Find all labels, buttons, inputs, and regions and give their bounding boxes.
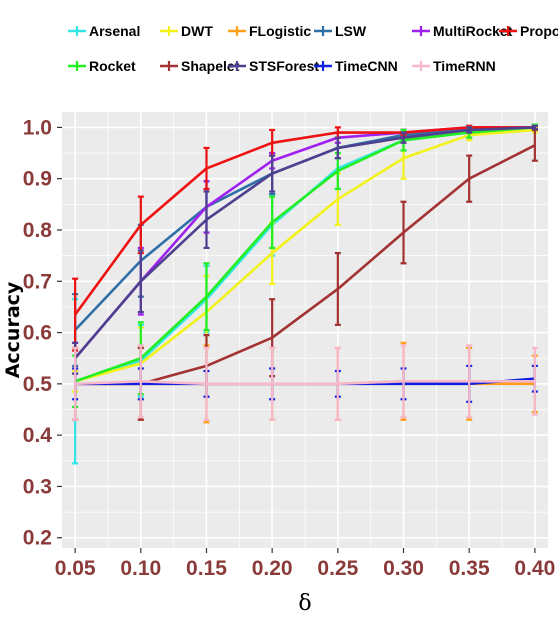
series-stsforest [72,124,538,375]
series-line [74,126,535,383]
series-timernn [72,344,538,421]
error-bar [203,346,210,421]
legend-label: DWT [181,23,213,39]
error-bar [203,190,210,250]
legend-label: Shapelet [181,58,240,74]
legend-item-timecnn: TimeCNN [314,58,398,74]
x-tick-label: 0.15 [186,557,227,580]
legend-label: MultiRocket [433,23,513,39]
y-axis-title: Accuracy [2,281,24,378]
error-bar [269,154,276,193]
y-tick-label: 0.8 [23,219,53,242]
x-tick-label: 0.05 [55,557,96,580]
error-bar [531,124,538,131]
legend-label: FLogistic [249,23,311,39]
y-tick-label: 0.9 [23,168,52,191]
x-tick-label: 0.20 [252,557,293,580]
error-bar [400,344,407,419]
series-line [74,128,535,383]
legend-item-timernn: TimeRNN [412,58,496,74]
x-tick-label: 0.10 [120,557,161,580]
y-tick-label: 0.4 [23,424,53,447]
y-tick-label: 1.0 [23,116,52,139]
error-bar [334,346,341,421]
legend-item-proposed: Proposed [499,23,558,39]
legend-item-rocket: Rocket [68,58,136,74]
legend-item-flogistic: FLogistic [228,23,311,39]
error-bar [269,346,276,421]
x-tick-label: 0.40 [514,557,555,580]
legend-label: TimeCNN [335,58,398,74]
series-line [74,126,535,360]
y-axis-ticks: 0.2 0.3 0.4 0.5 0.6 0.7 0.8 0.9 1.0 [23,116,62,550]
error-bar [203,146,210,191]
y-tick-label: 0.5 [23,373,53,396]
y-tick-label: 0.7 [23,270,52,293]
error-bar [334,251,341,326]
legend-label: Arsenal [89,23,140,39]
x-axis-ticks: 0.05 0.10 0.15 0.20 0.25 0.30 0.35 0.40 [55,548,555,580]
legend-item-dwt: DWT [160,23,213,39]
legend-item-stsforest: STSForest [228,58,319,74]
error-bar [466,154,473,203]
error-bar [400,200,407,265]
error-bar [466,126,473,134]
legend-label: TimeRNN [433,58,496,74]
legend-label: Proposed [520,23,558,39]
series-layer [72,123,538,465]
error-bar [466,344,473,419]
legend-label: STSForest [249,58,319,74]
y-tick-label: 0.6 [23,322,52,345]
error-bar [334,136,341,160]
x-tick-label: 0.25 [317,557,358,580]
legend: Arsenal DWT FLogistic LSW MultiRocket Propose… [68,23,558,74]
series-line [75,379,535,386]
legend-label: Rocket [89,58,136,74]
series-line [74,126,535,316]
error-bar [531,346,538,416]
x-axis-title: δ [298,591,311,616]
error-bar [269,195,276,250]
error-bar [400,131,407,144]
y-tick-label: 0.2 [23,527,52,550]
error-bar [137,249,144,314]
y-tick-label: 0.3 [23,475,52,498]
legend-item-arsenal: Arsenal [68,23,140,39]
legend-label: LSW [335,23,367,39]
error-bar [72,346,79,421]
legend-item-multirocket: MultiRocket [412,23,513,39]
error-bar [203,262,210,332]
legend-item-shapelet: Shapelet [160,58,240,74]
legend-item-lsw: LSW [314,23,367,39]
x-tick-label: 0.35 [449,557,490,580]
x-tick-label: 0.30 [383,557,424,580]
error-bar [137,344,144,419]
